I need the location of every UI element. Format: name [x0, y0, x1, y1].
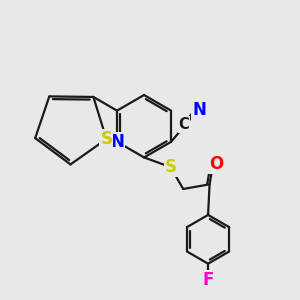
- Text: S: S: [165, 158, 177, 176]
- Text: N: N: [110, 133, 124, 151]
- Text: C: C: [178, 117, 189, 132]
- Text: O: O: [209, 155, 223, 173]
- Text: F: F: [202, 271, 214, 289]
- Text: N: N: [192, 101, 206, 119]
- Text: S: S: [100, 130, 112, 148]
